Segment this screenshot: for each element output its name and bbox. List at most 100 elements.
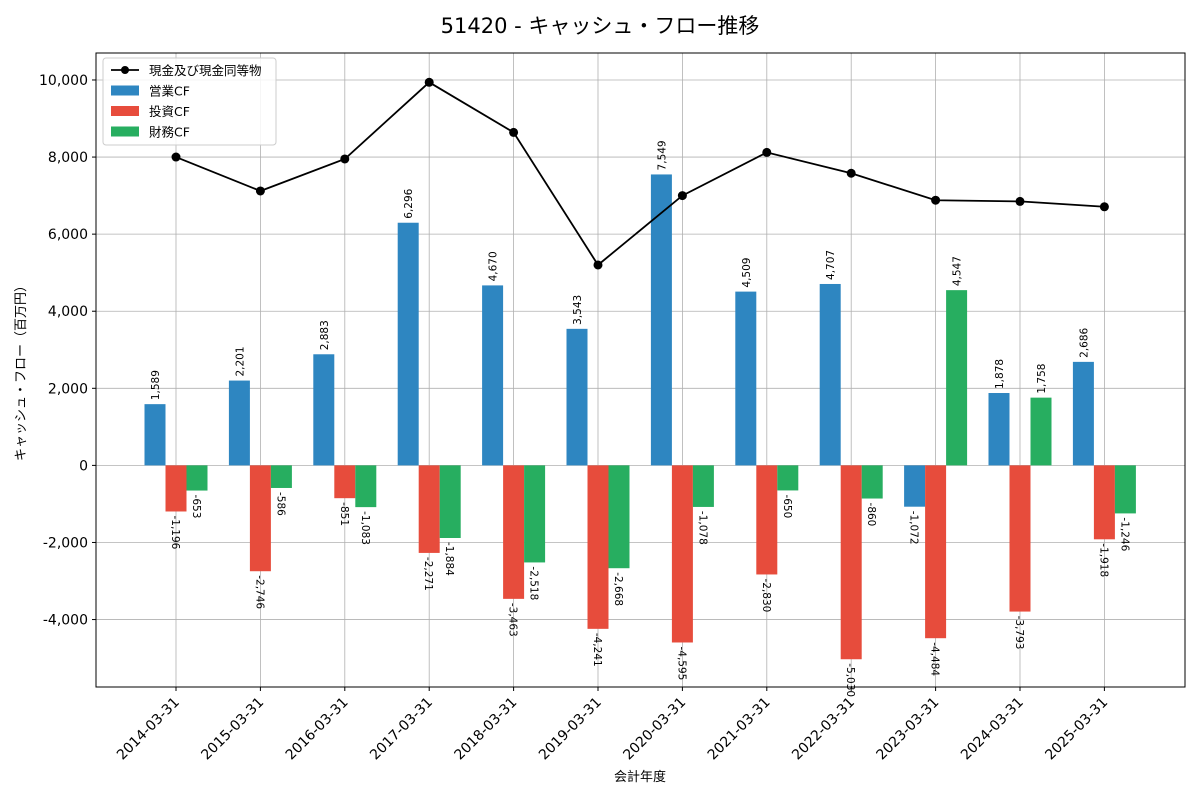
bar-財務CF-2019-03-31 xyxy=(608,465,630,569)
bar-営業CF-2022-03-31 xyxy=(819,283,841,466)
cash-equivalents-point xyxy=(593,260,603,270)
cash-equivalents-point xyxy=(424,77,434,87)
bar-value-label: -4,484 xyxy=(929,642,941,676)
bar-value-label: -1,884 xyxy=(443,542,455,576)
cash-equivalents-point xyxy=(255,186,265,196)
legend-label: 営業CF xyxy=(149,84,190,99)
bar-財務CF-2025-03-31 xyxy=(1114,465,1136,514)
bar-value-label: -2,668 xyxy=(612,572,624,606)
bar-value-label: -4,595 xyxy=(675,646,687,680)
bar-投資CF-2024-03-31 xyxy=(1009,465,1031,612)
bar-営業CF-2025-03-31 xyxy=(1072,361,1094,466)
bar-財務CF-2014-03-31 xyxy=(186,465,208,491)
bar-投資CF-2025-03-31 xyxy=(1093,465,1115,540)
bar-value-label: -1,246 xyxy=(1118,517,1130,551)
bars-layer xyxy=(144,174,1136,660)
bar-財務CF-2024-03-31 xyxy=(1030,397,1052,466)
plot-frame xyxy=(95,52,1186,688)
bar-value-label: 1,589 xyxy=(150,370,162,400)
bar-営業CF-2016-03-31 xyxy=(313,354,335,466)
bar-value-label: -586 xyxy=(274,492,286,516)
bar-営業CF-2023-03-31 xyxy=(904,465,926,507)
chart-title: 51420 - キャッシュ・フロー推移 xyxy=(441,14,760,38)
bar-投資CF-2023-03-31 xyxy=(925,465,947,639)
bar-value-label: -1,078 xyxy=(696,511,708,545)
legend-bar-swatch xyxy=(111,106,139,116)
cash-equivalents-point xyxy=(340,154,350,164)
bar-value-label: -2,830 xyxy=(760,578,772,612)
bar-投資CF-2018-03-31 xyxy=(503,465,525,599)
bar-財務CF-2018-03-31 xyxy=(524,465,546,563)
bar-value-label: -2,271 xyxy=(422,557,434,591)
bar-value-label: -1,918 xyxy=(1097,543,1109,577)
legend-label: 投資CF xyxy=(149,104,190,119)
bar-財務CF-2015-03-31 xyxy=(270,465,292,488)
legend-label: 財務CF xyxy=(149,125,190,140)
bar-value-label: -5,030 xyxy=(844,663,856,697)
y-tick-label: 6,000 xyxy=(48,227,88,243)
bar-営業CF-2018-03-31 xyxy=(482,285,504,466)
bar-value-label: 1,758 xyxy=(1036,364,1048,394)
bar-投資CF-2019-03-31 xyxy=(587,465,609,629)
legend-bar-swatch xyxy=(111,126,139,137)
bar-投資CF-2015-03-31 xyxy=(249,465,271,572)
cash-equivalents-point xyxy=(509,127,519,137)
bar-labels-layer: 1,589 2,201 2,883 6,296 4,670 3,543 7,549 4,509… xyxy=(150,140,1130,697)
y-tick-label: 4,000 xyxy=(48,304,88,320)
cash-equivalents-point xyxy=(1015,196,1025,206)
bar-value-label: 4,707 xyxy=(825,250,837,280)
cash-equivalents-point xyxy=(677,191,687,201)
cash-equivalents-line xyxy=(175,81,1105,267)
bar-value-label: -1,072 xyxy=(908,511,920,545)
bar-value-label: -3,463 xyxy=(507,603,519,637)
bar-value-label: 4,670 xyxy=(488,251,500,281)
cash-equivalents-point xyxy=(1099,202,1109,212)
bar-投資CF-2021-03-31 xyxy=(756,465,778,575)
legend-bar-swatch xyxy=(111,85,139,96)
bar-営業CF-2017-03-31 xyxy=(397,222,419,466)
bar-value-label: 6,296 xyxy=(403,188,415,218)
bar-営業CF-2024-03-31 xyxy=(988,393,1010,466)
bar-value-label: 7,549 xyxy=(656,140,668,170)
y-axis-title: キャッシュ・フロー（百万円） xyxy=(14,279,29,461)
bar-財務CF-2023-03-31 xyxy=(946,290,968,466)
legend-label: 現金及び現金同等物 xyxy=(149,63,262,78)
bar-営業CF-2019-03-31 xyxy=(566,328,588,466)
bar-投資CF-2017-03-31 xyxy=(418,465,440,553)
bar-value-label: 4,547 xyxy=(952,256,964,286)
y-tick-label: 10,000 xyxy=(39,73,88,89)
bar-value-label: -2,518 xyxy=(528,566,540,600)
bar-value-label: -4,241 xyxy=(591,633,603,667)
bar-value-label: 2,883 xyxy=(319,320,331,350)
x-axis-title: 会計年度 xyxy=(614,769,666,785)
y-tick-label: 0 xyxy=(79,458,88,474)
bar-営業CF-2020-03-31 xyxy=(650,174,672,466)
cash-equivalents-point xyxy=(846,168,856,178)
bar-投資CF-2020-03-31 xyxy=(671,465,693,643)
bar-value-label: 4,509 xyxy=(741,258,753,288)
bar-value-label: -860 xyxy=(865,503,877,527)
cash-equivalents-point xyxy=(762,147,772,157)
bar-財務CF-2020-03-31 xyxy=(692,465,714,507)
bar-営業CF-2021-03-31 xyxy=(735,291,757,466)
bar-財務CF-2016-03-31 xyxy=(355,465,377,508)
bar-投資CF-2014-03-31 xyxy=(165,465,187,512)
bar-投資CF-2016-03-31 xyxy=(334,465,356,499)
bar-value-label: 2,686 xyxy=(1078,327,1090,357)
cash-equivalents-point xyxy=(931,195,941,205)
bar-value-label: -1,083 xyxy=(359,511,371,545)
cash-equivalents-point xyxy=(171,152,181,162)
bar-投資CF-2022-03-31 xyxy=(840,465,862,660)
bar-営業CF-2015-03-31 xyxy=(228,380,250,466)
bar-value-label: -2,746 xyxy=(253,575,265,609)
bar-財務CF-2022-03-31 xyxy=(861,465,883,499)
bar-value-label: -1,196 xyxy=(169,515,181,549)
y-tick-label: 8,000 xyxy=(48,150,88,166)
bar-value-label: -3,793 xyxy=(1013,616,1025,650)
bar-value-label: -650 xyxy=(781,494,793,518)
bar-財務CF-2017-03-31 xyxy=(439,465,461,539)
legend-marker-swatch xyxy=(121,66,129,74)
